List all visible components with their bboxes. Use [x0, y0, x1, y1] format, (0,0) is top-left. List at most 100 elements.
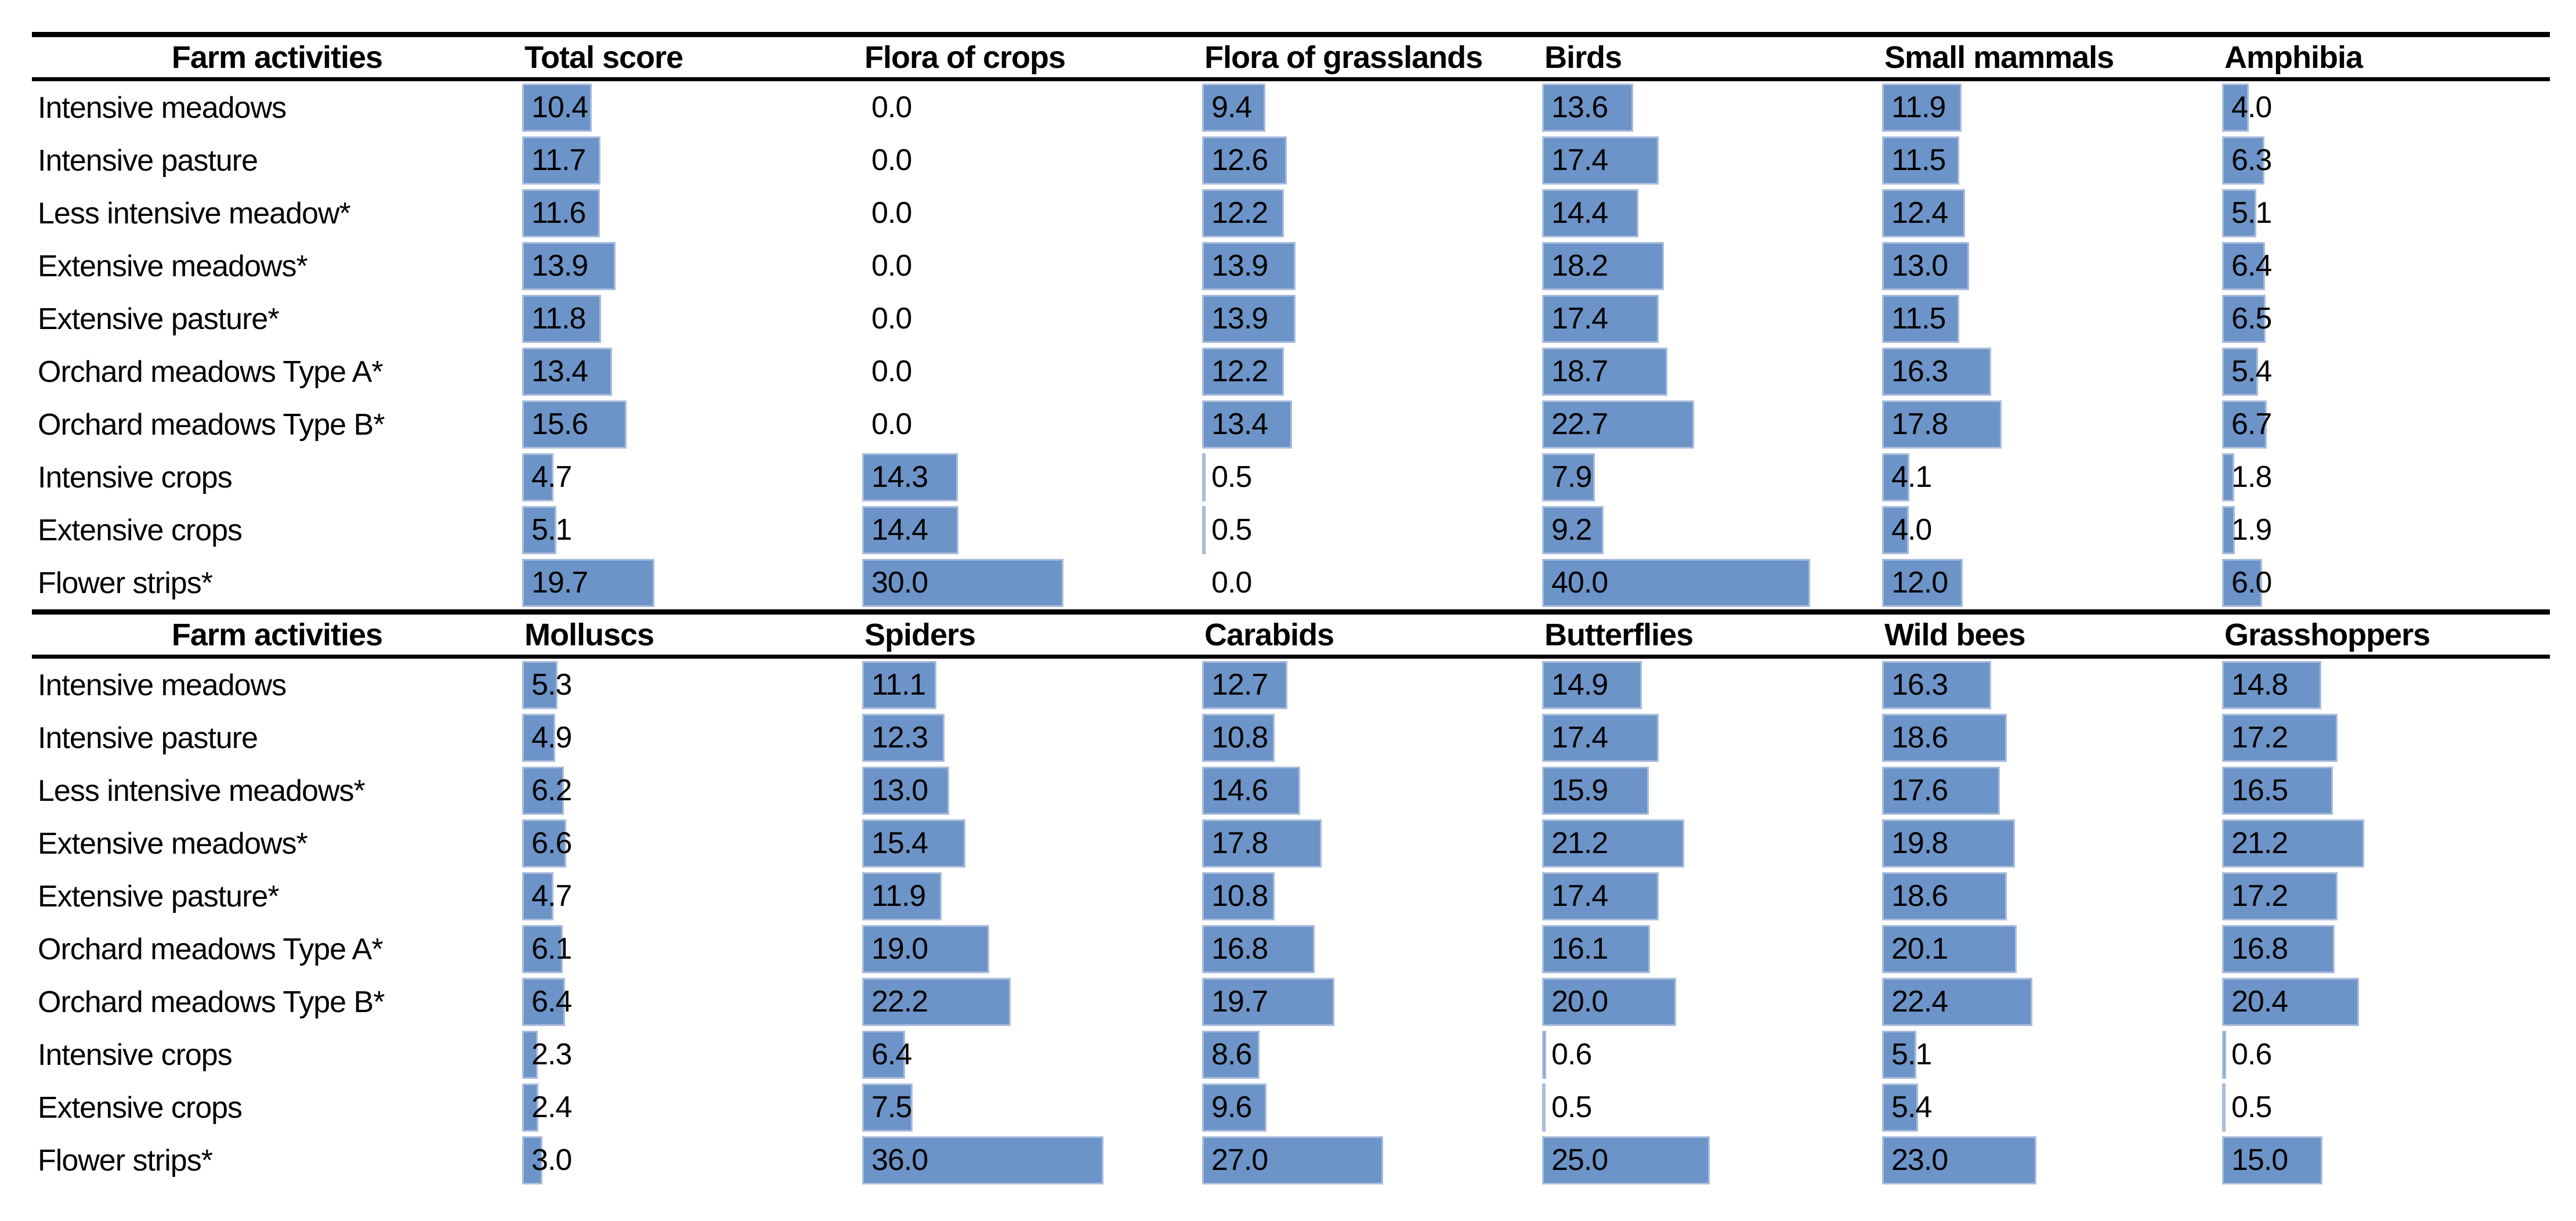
score-cell: 17.4 — [1542, 711, 1882, 764]
score-cell: 6.0 — [2222, 557, 2550, 609]
score-value: 14.8 — [2231, 668, 2288, 702]
data-bar — [522, 136, 600, 185]
score-value: 18.6 — [1891, 879, 1948, 913]
score-cell: 9.6 — [1202, 1081, 1542, 1134]
score-value: 14.6 — [1211, 774, 1268, 807]
data-bar — [2222, 295, 2266, 343]
column-header-amphibia: Amphibia — [2224, 39, 2363, 75]
row-header-label: Farm activities — [171, 617, 383, 652]
score-cell: 15.0 — [2222, 1134, 2550, 1187]
score-cell: 16.5 — [2222, 764, 2550, 817]
data-bar — [522, 295, 601, 343]
data-bar — [522, 714, 555, 762]
data-bar — [862, 819, 965, 868]
data-bar — [522, 453, 553, 501]
section1-header-bottom-rule — [32, 77, 2550, 81]
score-cell: 17.8 — [1882, 398, 2222, 451]
data-bar — [522, 661, 558, 709]
score-value: 0.5 — [2231, 1090, 2272, 1124]
table-row: Extensive pasture* 4.7 11.9 10.8 17.4 18.6 17.… — [32, 870, 2550, 923]
score-value: 36.0 — [871, 1143, 928, 1177]
score-cell: 12.7 — [1202, 659, 1542, 711]
score-value: 23.0 — [1891, 1143, 1948, 1177]
data-bar — [862, 506, 958, 554]
column-header-carabids: Carabids — [1204, 617, 1334, 652]
score-cell: 17.4 — [1542, 134, 1882, 187]
score-value: 2.4 — [531, 1090, 572, 1124]
data-bar — [862, 1083, 913, 1132]
score-cell: 0.0 — [862, 398, 1202, 451]
data-bar — [1542, 978, 1676, 1026]
column-header-flora-of-grasslands: Flora of grasslands — [1204, 39, 1483, 75]
score-value: 16.3 — [1891, 668, 1948, 702]
score-cell: 1.9 — [2222, 504, 2550, 557]
data-bar — [1202, 400, 1292, 449]
data-bar — [2222, 506, 2235, 554]
score-cell: 13.0 — [862, 764, 1202, 817]
score-value: 11.5 — [1891, 143, 1946, 177]
data-bar — [2222, 925, 2335, 973]
score-value: 19.7 — [1211, 985, 1268, 1018]
score-value: 0.0 — [871, 91, 912, 124]
score-value: 20.0 — [1551, 985, 1608, 1018]
data-bar — [1882, 767, 2000, 815]
score-cell: 18.6 — [1882, 870, 2222, 923]
score-value: 12.0 — [1891, 566, 1948, 599]
score-cell: 17.4 — [1542, 870, 1882, 923]
data-bar — [522, 559, 654, 607]
score-cell: 3.0 — [522, 1134, 862, 1187]
data-bar — [2222, 714, 2338, 762]
score-cell: 21.2 — [2222, 817, 2550, 870]
table-row: Intensive meadows 10.4 0.0 9.4 13.6 11.9 4.0 — [32, 81, 2550, 134]
score-value: 22.4 — [1891, 985, 1948, 1018]
score-value: 15.9 — [1551, 774, 1608, 807]
score-cell: 0.0 — [862, 187, 1202, 240]
score-value: 11.6 — [531, 196, 586, 230]
score-value: 0.6 — [2231, 1038, 2272, 1071]
data-bar — [1542, 661, 1642, 709]
data-bar — [522, 925, 563, 973]
row-label: Orchard meadows Type A* — [38, 932, 383, 966]
data-bar — [862, 925, 989, 973]
score-value: 6.2 — [531, 774, 572, 807]
score-value: 19.7 — [531, 566, 588, 599]
score-cell: 13.9 — [1202, 240, 1542, 292]
score-cell: 18.6 — [1882, 711, 2222, 764]
table-row: Flower strips* 3.0 36.0 27.0 25.0 23.0 15.0 — [32, 1134, 2550, 1187]
score-cell: 11.5 — [1882, 292, 2222, 345]
data-bar — [1882, 1136, 2036, 1184]
data-bar — [522, 1083, 538, 1132]
score-value: 17.4 — [1551, 143, 1608, 177]
data-bar — [522, 1031, 538, 1079]
data-bar — [1542, 506, 1604, 554]
score-cell: 5.1 — [2222, 187, 2550, 240]
score-value: 13.9 — [1211, 249, 1268, 283]
data-bar — [1202, 189, 1284, 237]
score-cell: 4.7 — [522, 451, 862, 504]
table-row: Extensive crops 5.1 14.4 0.5 9.2 4.0 1.9 — [32, 504, 2550, 557]
score-cell: 27.0 — [1202, 1134, 1542, 1187]
row-label: Intensive meadows — [38, 668, 287, 702]
score-value: 19.8 — [1891, 826, 1948, 860]
score-value: 18.2 — [1551, 249, 1608, 283]
data-bar — [1542, 295, 1659, 343]
score-cell: 2.3 — [522, 1028, 862, 1081]
score-cell: 13.4 — [522, 345, 862, 398]
data-bar — [1542, 1136, 1710, 1184]
data-bar — [862, 978, 1011, 1026]
score-cell: 19.8 — [1882, 817, 2222, 870]
data-bar — [2222, 819, 2364, 868]
data-bar — [1542, 872, 1659, 920]
score-value: 12.2 — [1211, 355, 1268, 388]
row-label: Intensive crops — [38, 460, 233, 494]
score-cell: 6.6 — [522, 817, 862, 870]
score-value: 0.0 — [871, 196, 912, 230]
score-cell: 2.4 — [522, 1081, 862, 1134]
score-cell: 13.0 — [1882, 240, 2222, 292]
score-cell: 8.6 — [1202, 1028, 1542, 1081]
score-cell: 1.8 — [2222, 451, 2550, 504]
score-value: 15.6 — [531, 407, 588, 441]
score-cell: 15.9 — [1542, 764, 1882, 817]
data-bar — [2222, 978, 2359, 1026]
data-bar — [1882, 925, 2017, 973]
